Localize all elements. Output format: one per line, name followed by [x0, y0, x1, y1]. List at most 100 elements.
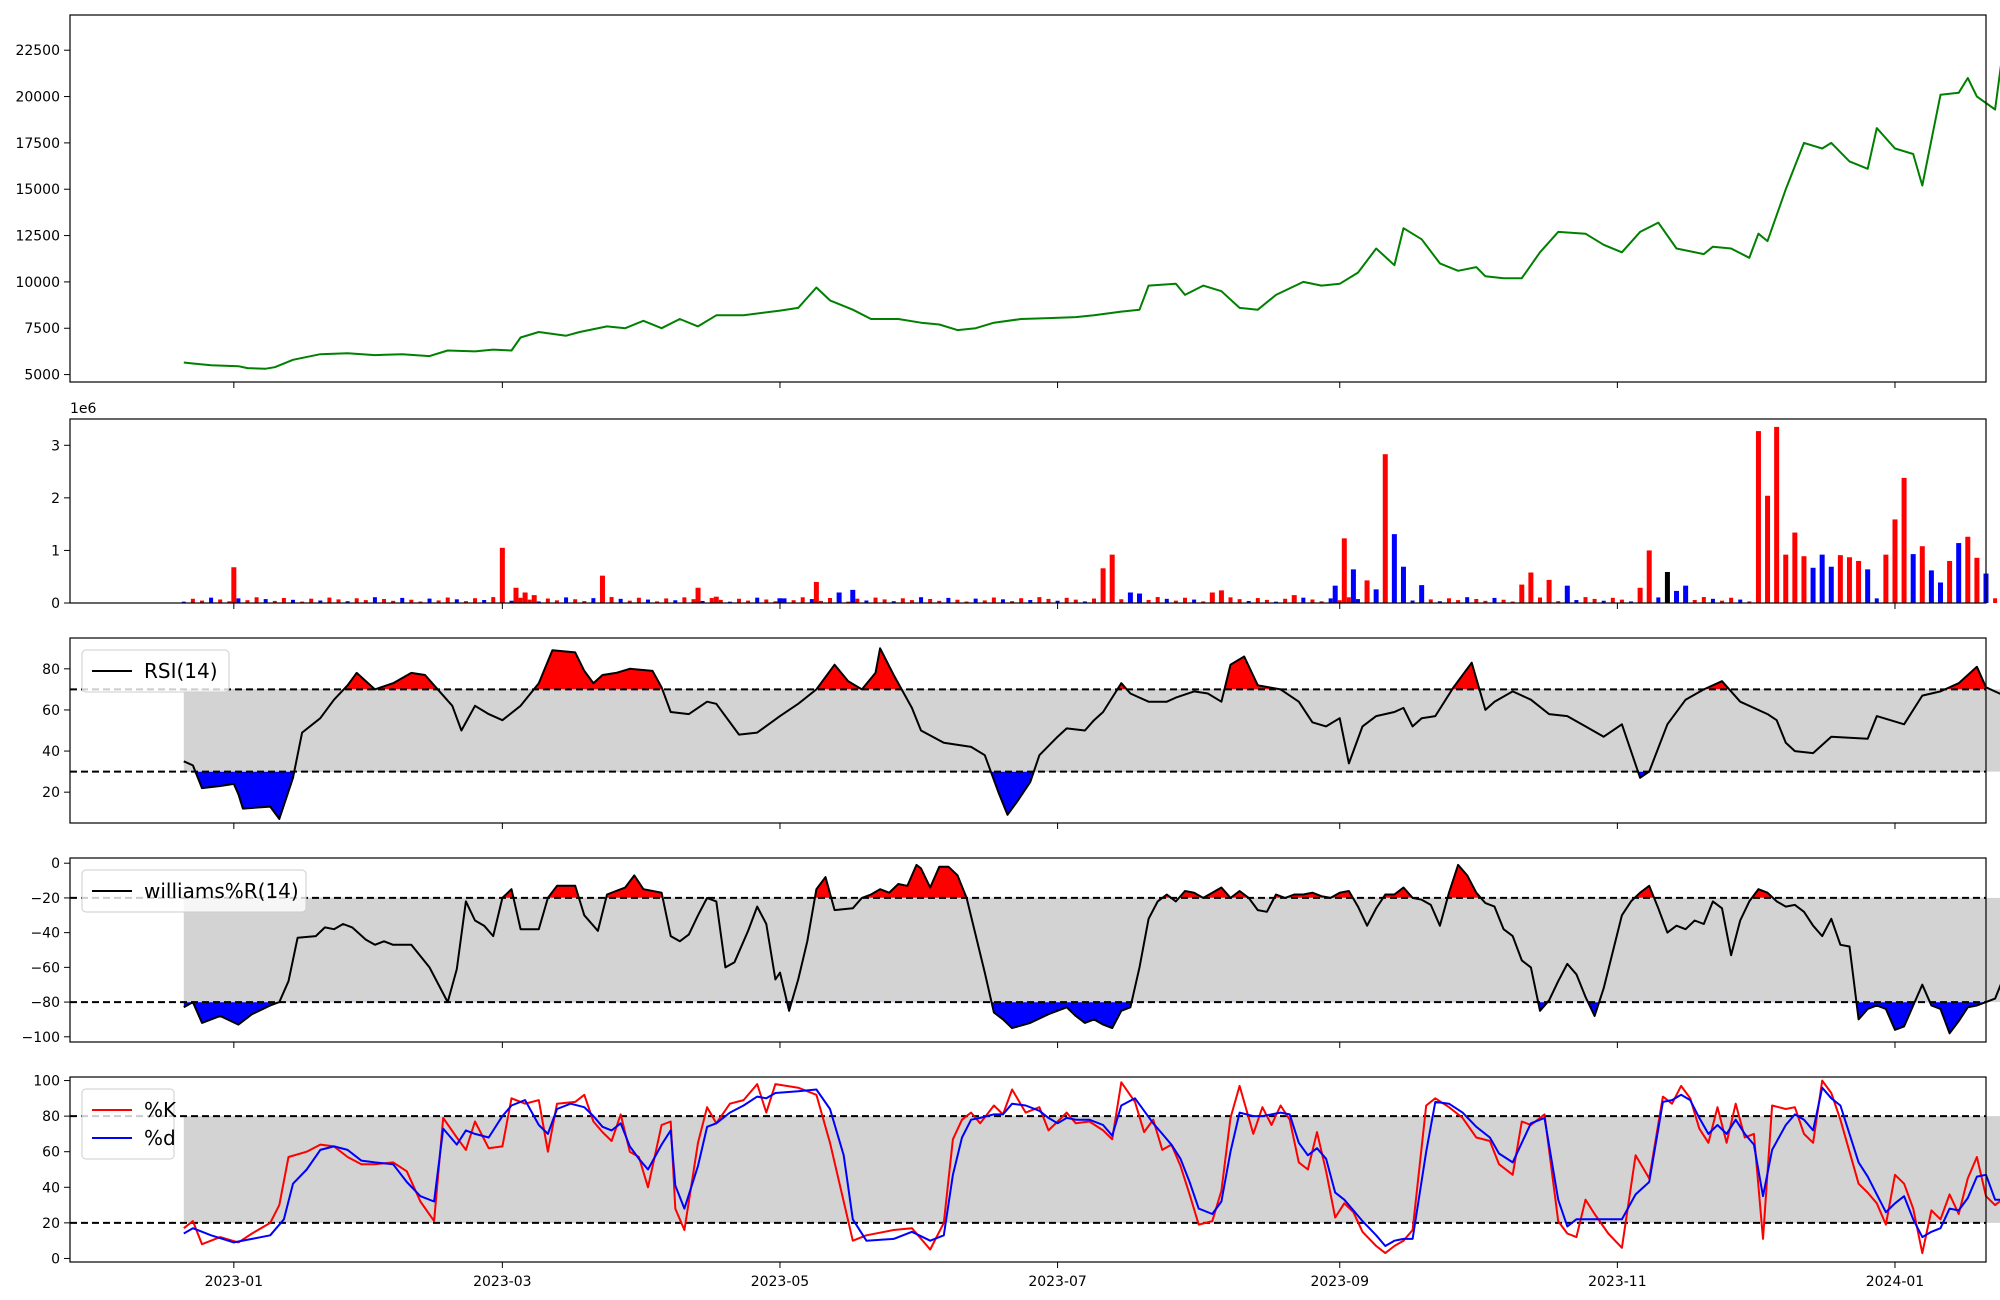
volume-bar-minor [1501, 599, 1506, 603]
volume-bar-minor [800, 597, 805, 603]
price-line [183, 64, 2000, 370]
volume-bar [1646, 550, 1652, 603]
volume-bar-minor [1255, 598, 1260, 603]
volume-bar [1974, 557, 1980, 603]
volume-bar-minor [1492, 597, 1497, 603]
volume-bar-minor [345, 601, 350, 603]
volume-bar [777, 598, 783, 603]
volume-bar [1400, 566, 1406, 603]
legend-label: %d [144, 1126, 176, 1150]
volume-ytick-label: 3 [51, 438, 60, 454]
volume-bar [1765, 495, 1771, 603]
volume-bar-minor [1328, 598, 1333, 603]
volume-bar-minor [1064, 597, 1069, 603]
volume-bar [1674, 590, 1680, 603]
volume-bar [1683, 585, 1689, 603]
volume-bar-minor [809, 599, 814, 603]
volume-bar [1546, 579, 1552, 603]
williams-panel: −100 −80 −60 −40 −20 0 williams%R(14) [22, 856, 2000, 1048]
volume-bar-minor [327, 597, 332, 603]
rsi-ytick-label: 60 [42, 703, 60, 719]
price-ytick-label: 15000 [15, 182, 60, 198]
volume-bar [1819, 554, 1825, 603]
volume-bar-minor [518, 597, 523, 603]
volume-bar-minor [636, 597, 641, 603]
volume-bar-minor [1146, 599, 1151, 603]
volume-bar-minor [1710, 598, 1715, 603]
volume-bar [1910, 554, 1916, 603]
volume-bar-minor [1301, 597, 1306, 603]
volume-bar-minor [1319, 601, 1324, 603]
volume-bar-minor [363, 600, 368, 603]
volume-bar-minor [372, 597, 377, 603]
volume-bar-minor [1073, 599, 1078, 603]
stochastic-neutral-band [183, 1116, 2000, 1223]
rsi-ytick-label: 80 [42, 662, 60, 678]
volume-bar [1341, 538, 1347, 603]
volume-bar-minor [245, 600, 250, 603]
volume-bar-minor [509, 600, 514, 603]
volume-bar [1883, 554, 1889, 603]
volume-bar-minor [281, 597, 286, 603]
volume-bar-minor [955, 599, 960, 603]
x-tick-label: 2024-01 [1866, 1274, 1925, 1290]
volume-bar-minor [1692, 599, 1697, 603]
volume-bar [1373, 589, 1379, 603]
volume-bar [1919, 546, 1925, 603]
stochastic-ytick-label: 20 [42, 1216, 60, 1232]
williams-ytick-label: 0 [51, 856, 60, 872]
volume-bar [1856, 560, 1862, 603]
legend-box [81, 869, 307, 913]
volume-ytick-label: 0 [51, 596, 60, 612]
volume-bar-minor [673, 600, 678, 603]
volume-panel: 0 1 2 3 1e6 [51, 401, 1998, 612]
volume-bar-minor [1183, 597, 1188, 603]
volume-bar-minor [746, 600, 751, 603]
volume-bar-minor [582, 601, 587, 603]
volume-ytick-label: 1 [51, 543, 60, 559]
volume-bar [499, 547, 505, 603]
volume-bar-minor [473, 598, 478, 603]
volume-bar-minor [700, 600, 705, 603]
volume-bar-minor [545, 598, 550, 603]
volume-bar [1218, 590, 1224, 603]
price-ytick-label: 12500 [15, 229, 60, 245]
volume-bar-minor [527, 599, 532, 603]
volume-bar [599, 575, 605, 603]
volume-bar-minor [482, 600, 487, 603]
volume-bar-minor [1701, 597, 1706, 603]
volume-bar [1828, 566, 1834, 603]
volume-bar-minor [1619, 599, 1624, 603]
volume-bar [513, 587, 519, 603]
volume-bar-minor [1437, 601, 1442, 603]
rsi-panel: 20 40 60 80 RSI(14) [42, 637, 2000, 829]
stochastic-ytick-label: 80 [42, 1109, 60, 1125]
williams-ytick-label: −20 [30, 891, 60, 907]
volume-bar-minor [181, 601, 186, 603]
volume-bar-minor [1037, 597, 1042, 603]
volume-bar-minor [454, 599, 459, 603]
volume-bar [1137, 593, 1143, 603]
volume-bar-minor [573, 599, 578, 603]
volume-bar-minor [1720, 600, 1725, 603]
rsi-ytick-label: 40 [42, 744, 60, 760]
volume-bar-minor [190, 598, 195, 603]
volume-bar-minor [1337, 600, 1342, 603]
volume-bar-minor [1046, 598, 1051, 603]
rsi-neutral-band [183, 689, 2000, 772]
volume-bar-minor [664, 598, 669, 603]
stochastic-k-line [183, 1079, 2000, 1255]
legend-box [81, 649, 230, 693]
volume-bar-minor [873, 597, 878, 603]
volume-bar-minor [336, 599, 341, 603]
volume-bar [1291, 595, 1297, 603]
volume-bar [813, 581, 819, 603]
volume-bar-minor [1465, 597, 1470, 603]
volume-bar-minor [564, 597, 569, 603]
volume-bar [1528, 572, 1534, 603]
volume-bar-minor [1228, 597, 1233, 603]
volume-bar-minor [409, 599, 414, 603]
x-tick-label: 2023-07 [1028, 1274, 1087, 1290]
volume-bar-minor [1192, 599, 1197, 603]
x-tick-label: 2023-01 [205, 1274, 264, 1290]
